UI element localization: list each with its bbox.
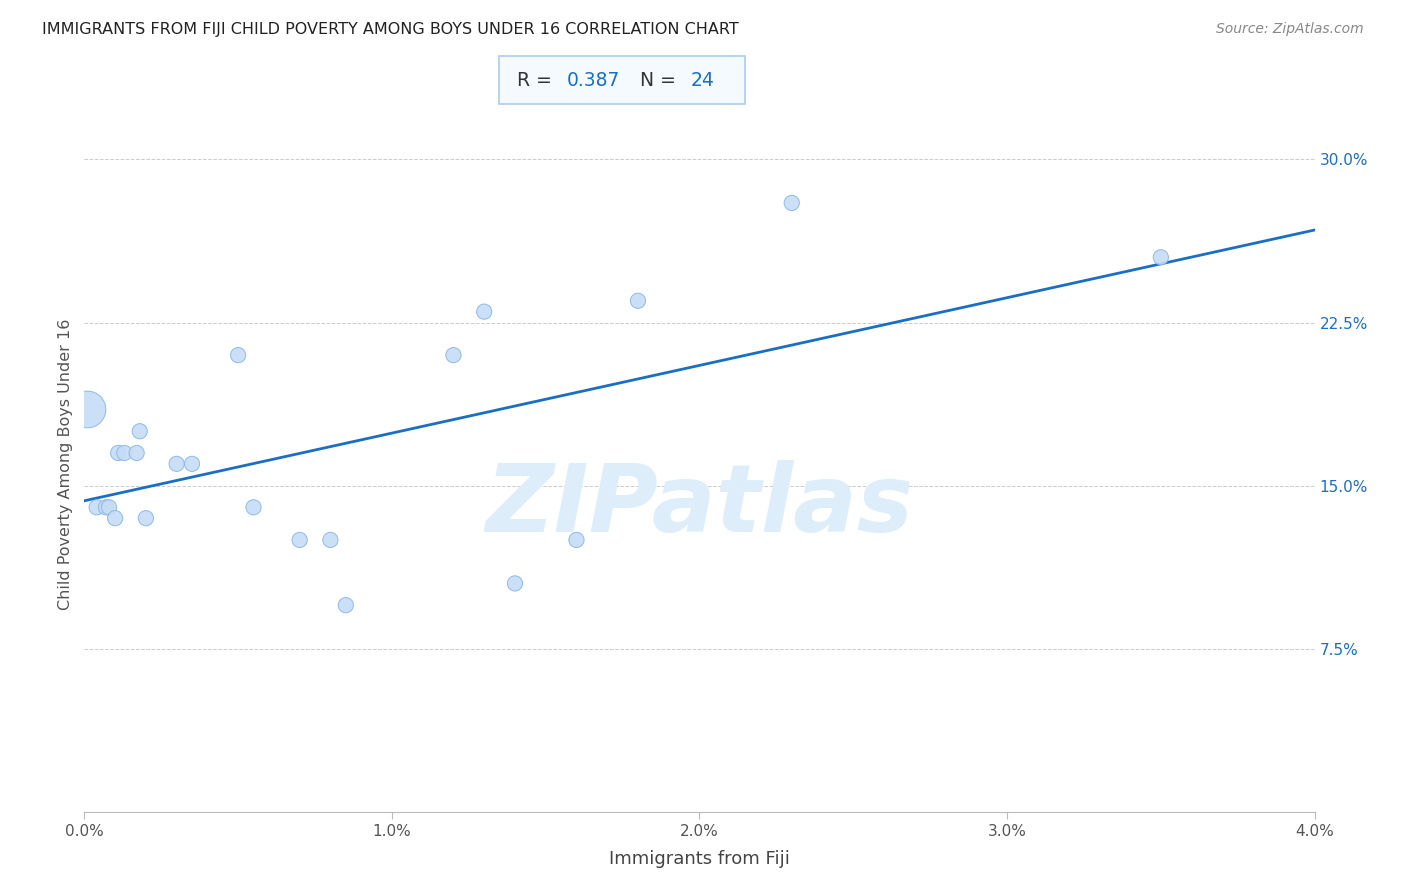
Text: Source: ZipAtlas.com: Source: ZipAtlas.com <box>1216 22 1364 37</box>
Point <box>125 446 148 460</box>
Text: N =: N = <box>628 70 682 90</box>
Point <box>98 500 120 515</box>
X-axis label: Immigrants from Fiji: Immigrants from Fiji <box>609 850 790 868</box>
Point <box>503 576 526 591</box>
Point <box>319 533 342 547</box>
Text: IMMIGRANTS FROM FIJI CHILD POVERTY AMONG BOYS UNDER 16 CORRELATION CHART: IMMIGRANTS FROM FIJI CHILD POVERTY AMONG… <box>42 22 740 37</box>
Text: 24: 24 <box>690 70 714 90</box>
Point <box>242 500 264 515</box>
Point <box>443 348 465 362</box>
Text: ZIPatlas: ZIPatlas <box>485 459 914 551</box>
Point <box>107 446 129 460</box>
Point <box>565 533 588 547</box>
Point <box>112 446 135 460</box>
Y-axis label: Child Poverty Among Boys Under 16: Child Poverty Among Boys Under 16 <box>58 318 73 609</box>
Text: R =: R = <box>517 70 558 90</box>
Point <box>166 457 188 471</box>
Point <box>128 424 150 438</box>
Point <box>94 500 117 515</box>
Point <box>86 500 108 515</box>
Point <box>288 533 311 547</box>
Point <box>135 511 157 525</box>
Point <box>780 195 803 210</box>
Point <box>181 457 204 471</box>
Point <box>335 598 357 612</box>
Point <box>627 293 650 308</box>
Point <box>104 511 127 525</box>
Point <box>226 348 249 362</box>
Point <box>1150 250 1173 264</box>
Point <box>472 304 495 318</box>
Text: 0.387: 0.387 <box>567 70 620 90</box>
Point <box>76 402 98 417</box>
